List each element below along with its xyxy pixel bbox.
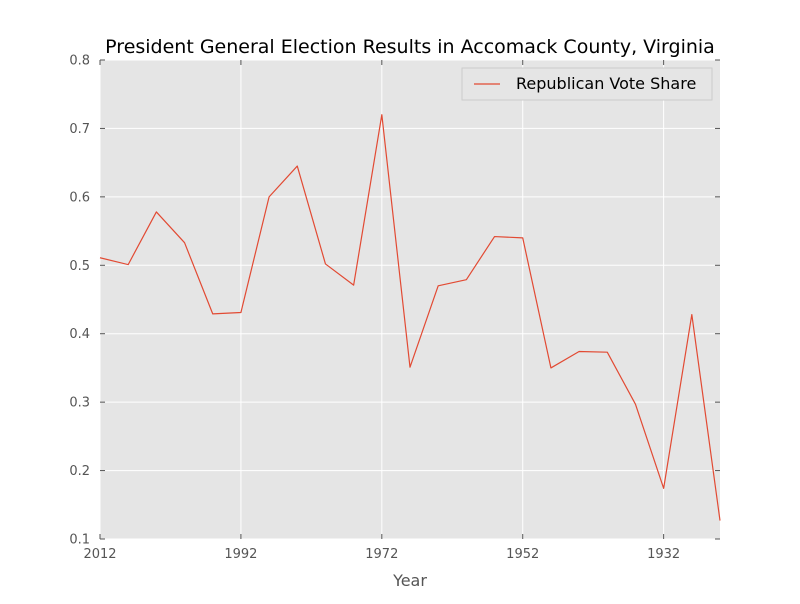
x-tick-label: 1932 <box>647 547 680 562</box>
legend: Republican Vote Share <box>462 68 712 100</box>
legend-label: Republican Vote Share <box>516 74 696 93</box>
y-tick-label: 0.4 <box>69 327 90 342</box>
y-tick-label: 0.2 <box>69 464 90 479</box>
x-tick-label: 1992 <box>224 547 257 562</box>
y-tick-label: 0.8 <box>69 54 90 69</box>
y-tick-label: 0.7 <box>69 122 90 137</box>
plot-area <box>100 60 720 539</box>
y-tick-label: 0.6 <box>69 190 90 205</box>
x-tick-label: 1952 <box>506 547 539 562</box>
x-tick-label: 1972 <box>365 547 398 562</box>
y-tick-label: 0.3 <box>69 396 90 411</box>
x-tick-label: 2012 <box>83 547 116 562</box>
x-axis-label: Year <box>392 571 427 590</box>
y-tick-label: 0.1 <box>69 533 90 548</box>
chart-title: President General Election Results in Ac… <box>105 36 715 58</box>
y-tick-label: 0.5 <box>69 259 90 274</box>
